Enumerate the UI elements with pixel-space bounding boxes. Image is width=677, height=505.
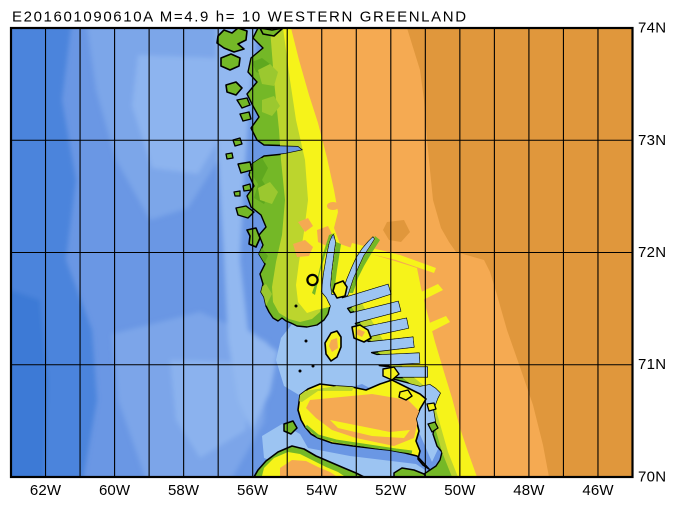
svg-text:46W: 46W — [582, 482, 614, 499]
svg-text:72N: 72N — [638, 244, 666, 261]
svg-text:74N: 74N — [638, 20, 666, 37]
svg-text:52W: 52W — [375, 482, 407, 499]
svg-text:60W: 60W — [99, 482, 131, 499]
svg-text:71N: 71N — [638, 356, 666, 373]
svg-text:73N: 73N — [638, 132, 666, 149]
svg-text:54W: 54W — [306, 482, 338, 499]
svg-text:56W: 56W — [237, 482, 269, 499]
svg-text:58W: 58W — [168, 482, 200, 499]
svg-text:70N: 70N — [638, 469, 666, 486]
svg-text:62W: 62W — [30, 482, 62, 499]
svg-text:48W: 48W — [513, 482, 545, 499]
svg-text:50W: 50W — [444, 482, 476, 499]
svg-text:E201601090610A M=4.9 h= 10 WES: E201601090610A M=4.9 h= 10 WESTERN GREEN… — [12, 9, 468, 26]
